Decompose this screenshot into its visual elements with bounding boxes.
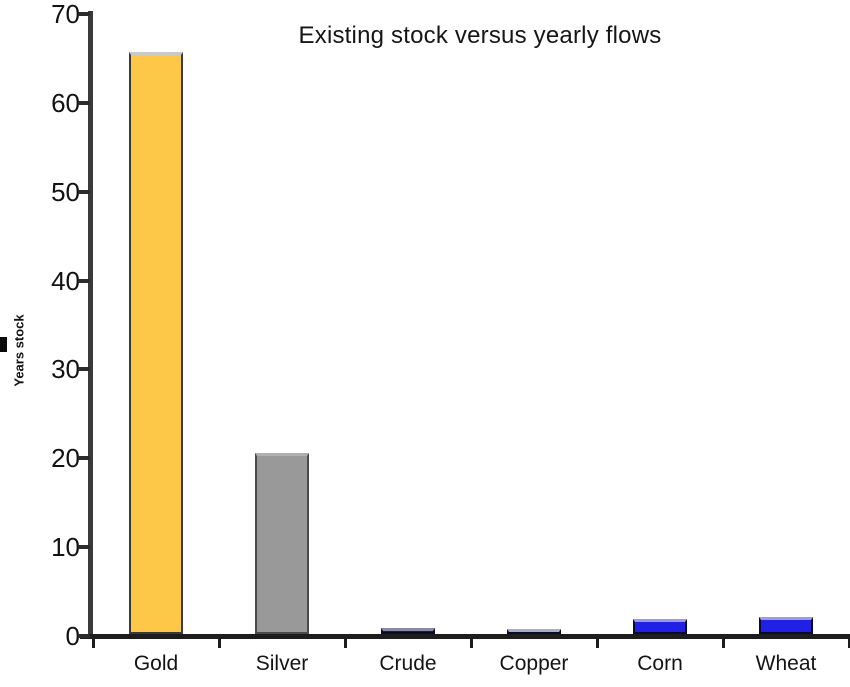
chart-title: Existing stock versus yearly flows	[298, 22, 662, 49]
y-tick-label: 40	[51, 265, 80, 296]
bar-corn	[633, 618, 687, 634]
x-tick-mark	[847, 639, 850, 648]
y-tick-mark	[79, 634, 90, 638]
category-label-copper: Copper	[499, 652, 569, 675]
bar-crude	[381, 627, 435, 634]
x-tick-mark	[721, 639, 725, 648]
y-tick-label: 20	[51, 443, 80, 474]
bar-copper	[507, 628, 561, 634]
x-tick-mark	[91, 639, 95, 648]
x-tick-mark	[595, 639, 599, 648]
category-label-wheat: Wheat	[755, 652, 817, 675]
y-tick-label: 60	[51, 87, 80, 118]
y-tick-mark	[79, 545, 90, 550]
bar-wheat	[759, 617, 813, 634]
category-label-corn: Corn	[637, 652, 683, 675]
category-label-gold: Gold	[133, 652, 179, 675]
y-tick-mark	[79, 12, 90, 16]
x-axis-line	[80, 634, 850, 639]
y-tick-mark	[79, 456, 90, 461]
category-label-silver: Silver	[255, 652, 309, 675]
y-axis-title: Years stock	[11, 314, 27, 387]
y-axis-line	[88, 11, 93, 639]
y-tick-mark	[79, 189, 90, 194]
y-tick-label: 10	[51, 532, 80, 563]
y-tick-label: 0	[65, 621, 80, 651]
y-tick-label: 50	[51, 176, 80, 207]
category-label-crude: Crude	[379, 652, 437, 675]
x-tick-mark	[343, 639, 347, 648]
y-axis-title-marker	[0, 337, 7, 352]
y-tick-mark	[79, 367, 90, 372]
bar-silver	[255, 452, 309, 634]
x-tick-mark	[469, 639, 473, 648]
x-tick-mark	[217, 639, 221, 648]
y-tick-label: 30	[51, 354, 80, 385]
y-tick-mark	[79, 278, 90, 283]
bar-gold	[129, 51, 183, 634]
y-tick-label: 70	[51, 0, 80, 29]
y-tick-mark	[79, 100, 90, 105]
